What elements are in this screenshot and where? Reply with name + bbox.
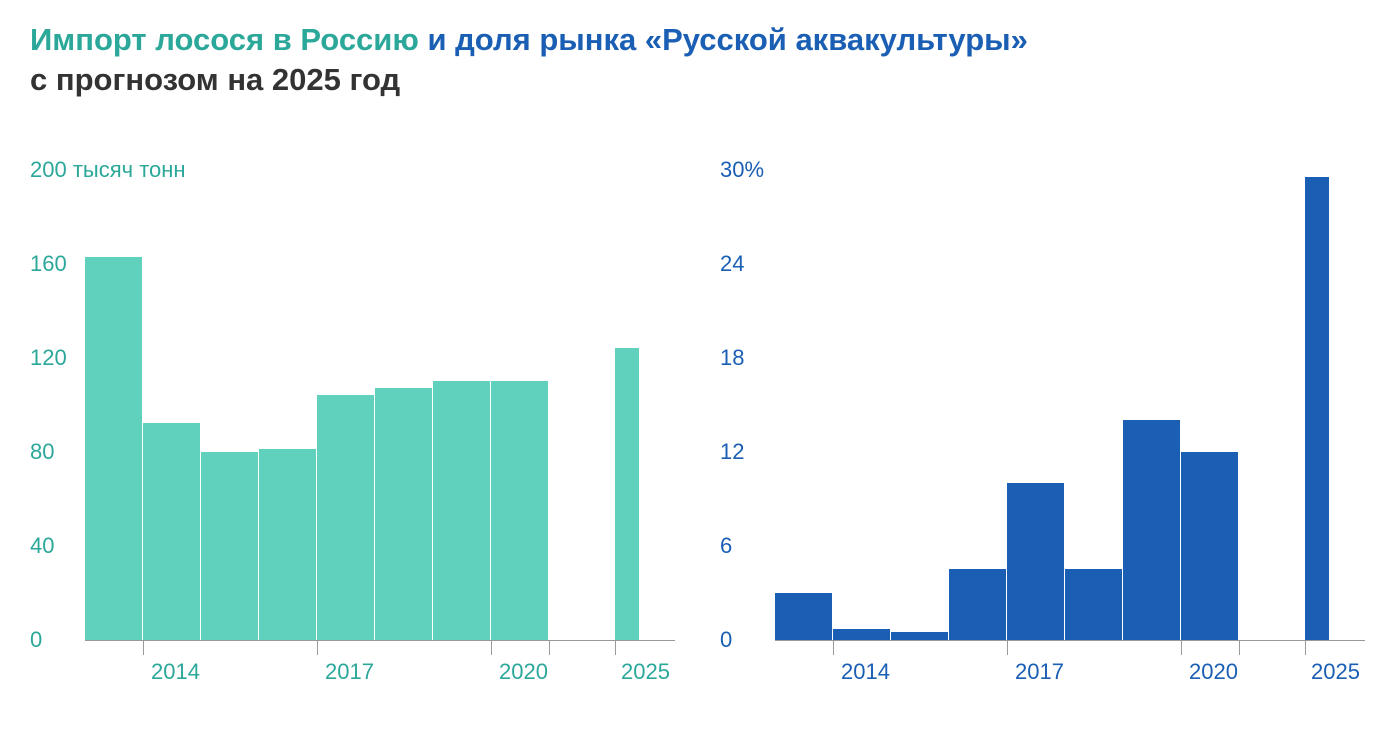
x-tick-line: [317, 641, 318, 655]
y-tick-label: 120: [30, 345, 67, 371]
bar: [143, 423, 200, 639]
y-tick-label: 6: [720, 533, 732, 559]
x-tick-line: [1181, 641, 1182, 655]
y-tick-label: 40: [30, 533, 54, 559]
x-tick-label: 2025: [621, 659, 670, 685]
bar: [891, 632, 948, 640]
title-line-1: Импорт лосося в Россию и доля рынка «Рус…: [30, 20, 1370, 60]
x-axis: 2014 2017 2020 2025: [775, 641, 1365, 701]
x-axis: 2014 2017 2020 2025: [85, 641, 675, 701]
x-tick-line: [615, 641, 616, 655]
forecast-bar: [1305, 177, 1329, 639]
y-tick-label: 30%: [720, 157, 764, 183]
y-tick-label: 80: [30, 439, 54, 465]
title-part-1: Импорт лосося в Россию: [30, 22, 419, 57]
y-tick-label: 24: [720, 251, 744, 277]
bar: [85, 257, 142, 640]
bar: [317, 395, 374, 639]
x-tick-line: [833, 641, 834, 655]
x-tick-label: 2020: [1189, 659, 1238, 685]
left-chart: 04080120160200 тысяч тонн201420172020202…: [30, 141, 680, 721]
bar: [375, 388, 432, 639]
plot-area: [85, 171, 675, 641]
x-tick-label: 2017: [1015, 659, 1064, 685]
bars-group: [85, 171, 675, 640]
x-tick-label: 2025: [1311, 659, 1360, 685]
x-tick-line: [491, 641, 492, 655]
y-tick-label: 18: [720, 345, 744, 371]
bar: [201, 452, 258, 640]
y-tick-label: 12: [720, 439, 744, 465]
x-tick-line: [143, 641, 144, 655]
bar: [433, 381, 490, 640]
x-tick-line: [1305, 641, 1306, 655]
x-tick-line: [1239, 641, 1240, 655]
y-tick-label: 0: [720, 627, 732, 653]
bar: [775, 593, 832, 640]
x-tick-label: 2014: [841, 659, 890, 685]
x-tick-label: 2020: [499, 659, 548, 685]
x-tick-label: 2014: [151, 659, 200, 685]
bar: [1007, 483, 1064, 640]
charts-row: 04080120160200 тысяч тонн201420172020202…: [30, 141, 1370, 721]
title-part-2: и доля рынка «Русской аквакультуры»: [419, 22, 1028, 57]
bar: [1065, 569, 1122, 640]
bar: [491, 381, 548, 640]
chart-title-block: Импорт лосося в Россию и доля рынка «Рус…: [30, 20, 1370, 101]
forecast-bar: [615, 348, 639, 639]
y-tick-label: 0: [30, 627, 42, 653]
bar: [1123, 420, 1180, 639]
bar: [949, 569, 1006, 640]
title-line-2: с прогнозом на 2025 год: [30, 60, 1370, 100]
bar: [1181, 452, 1238, 640]
x-tick-line: [1007, 641, 1008, 655]
bar: [833, 629, 890, 640]
x-tick-line: [549, 641, 550, 655]
bars-group: [775, 171, 1365, 640]
right-chart: 0 6 12 18 24 30% 2014 2017 2020 2025: [720, 141, 1370, 721]
bar: [259, 449, 316, 639]
y-tick-label: 160: [30, 251, 67, 277]
x-tick-label: 2017: [325, 659, 374, 685]
plot-area: [775, 171, 1365, 641]
